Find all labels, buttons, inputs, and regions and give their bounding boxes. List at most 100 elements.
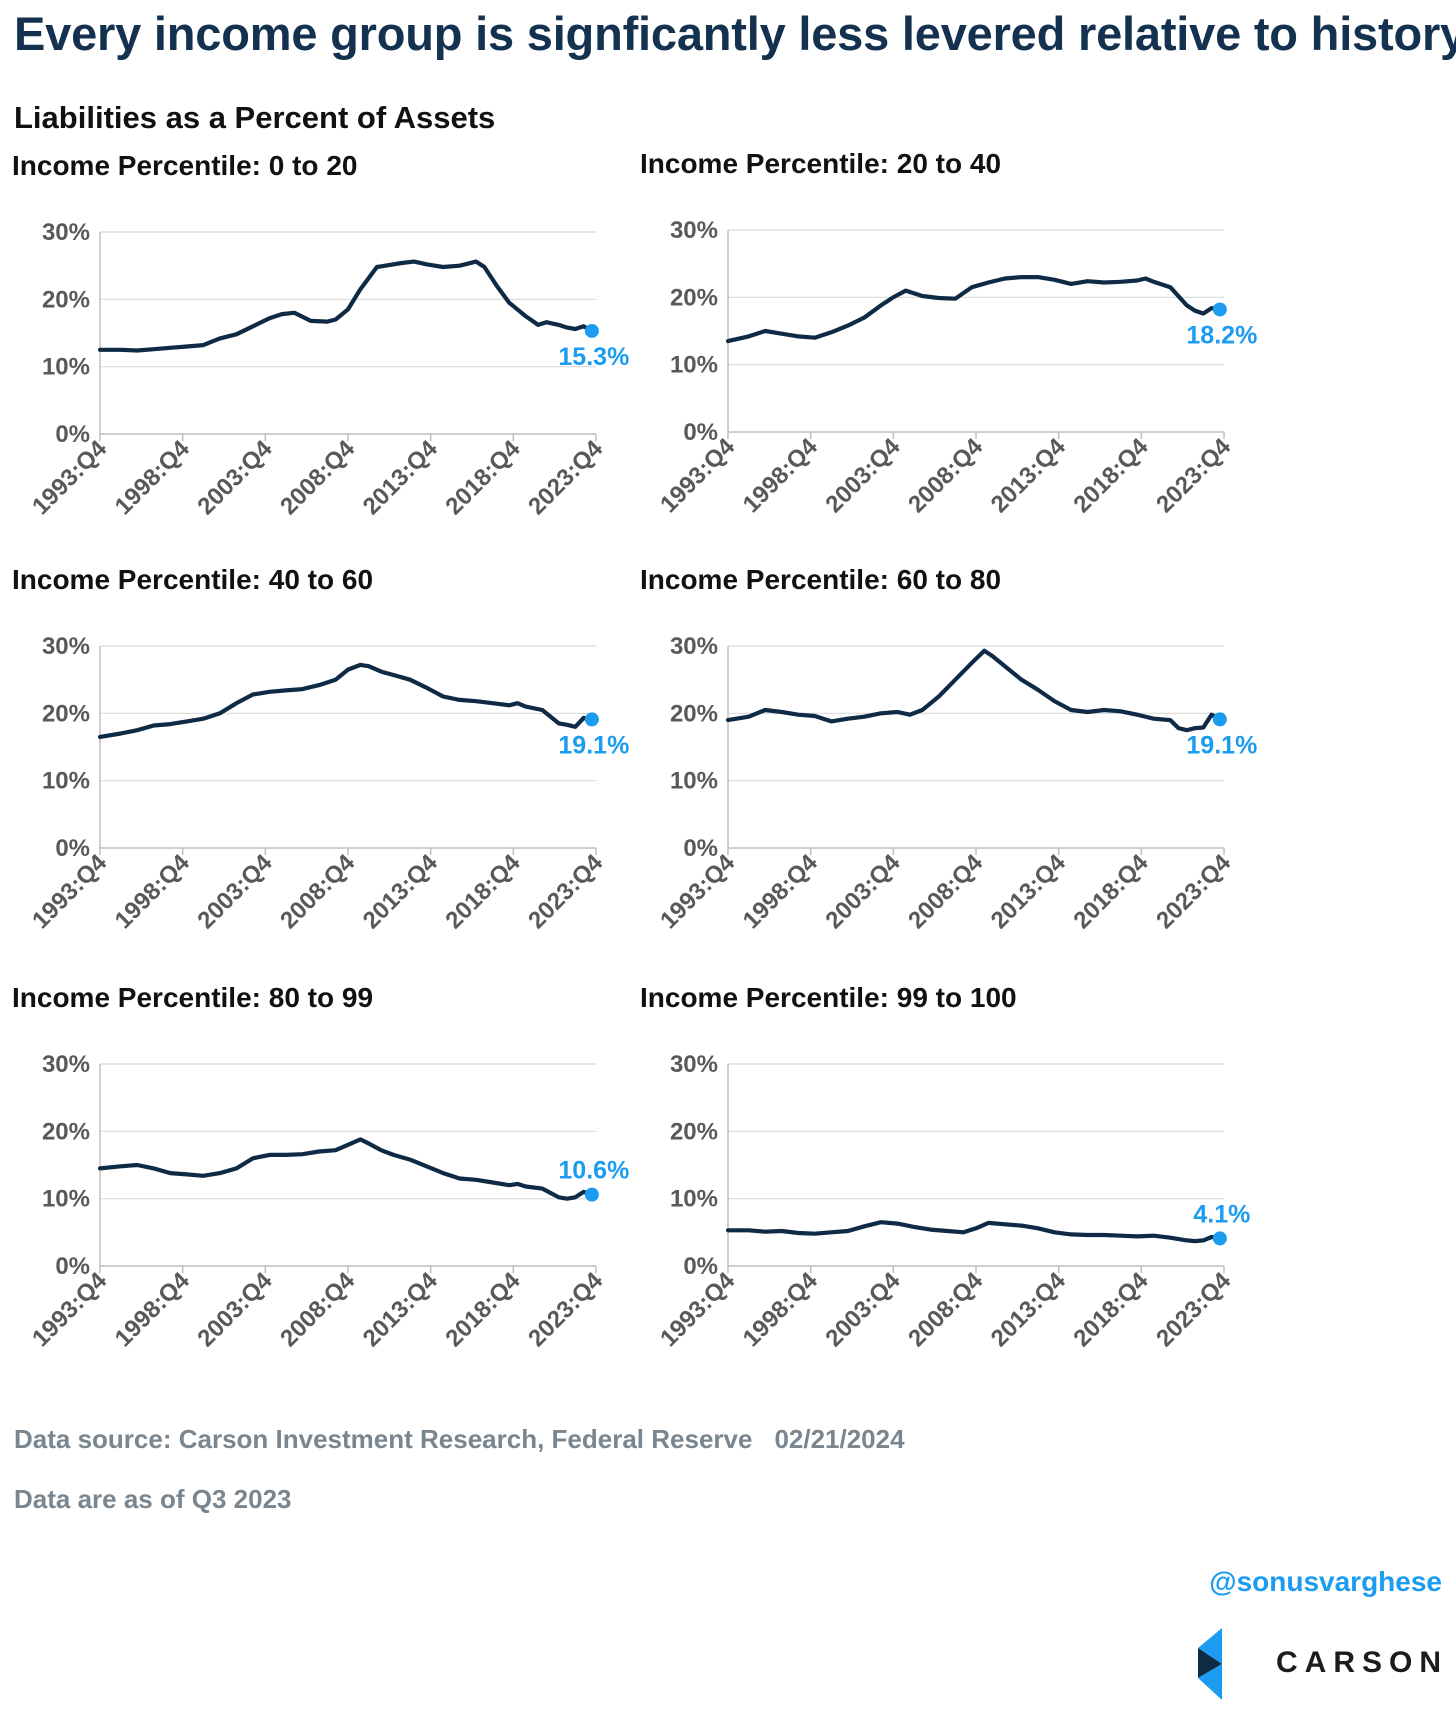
x-tick-label: 2018:Q4 <box>440 1267 526 1353</box>
last-value-label: 19.1% <box>558 731 629 759</box>
x-tick-label: 2018:Q4 <box>1068 433 1154 519</box>
chart-panel-20-40: Income Percentile: 20 to 40 0% 10% 20% 30% 1… <box>640 148 1340 578</box>
x-tick-label: 2013:Q4 <box>986 1267 1072 1353</box>
chart-title: Income Percentile: 0 to 20 <box>12 150 358 181</box>
line-chart: 0%10%20%30%1993:Q41998:Q42003:Q42008:Q42… <box>655 633 1257 935</box>
x-tick-label: 2018:Q4 <box>1068 1267 1154 1353</box>
chart-panel-40-60: Income Percentile: 40 to 60 0% 10% 20% 30% 1… <box>12 564 712 994</box>
carson-logo-icon <box>1198 1628 1222 1700</box>
last-value-marker <box>584 712 599 727</box>
x-tick-label: 2003:Q4 <box>820 1267 906 1353</box>
y-tick-label: 30% <box>42 219 90 246</box>
line-chart: 0%10%20%30%1993:Q41998:Q42003:Q42008:Q42… <box>27 219 629 521</box>
x-tick-label: 1998:Q4 <box>738 849 824 935</box>
author-handle[interactable]: @sonusvarghese <box>1209 1566 1442 1597</box>
chart-panel-0-20: Income Percentile: 0 to 20 0% 10% 20% 30% 19… <box>12 150 712 580</box>
chart-title: Income Percentile: 60 to 80 <box>640 564 1002 595</box>
series-line <box>725 1220 1223 1244</box>
x-tick-label: 2023:Q4 <box>523 435 609 521</box>
x-tick-label: 2003:Q4 <box>192 1267 278 1353</box>
y-tick-label: 20% <box>42 286 90 313</box>
last-value-label: 15.3% <box>558 343 629 371</box>
x-tick-label: 2013:Q4 <box>358 435 444 521</box>
y-tick-label: 20% <box>670 1118 718 1145</box>
y-tick-label: 30% <box>670 1051 718 1078</box>
last-value-label: 10.6% <box>558 1157 629 1185</box>
y-tick-label: 0% <box>683 419 718 446</box>
chart-panel-60-80: Income Percentile: 60 to 80 0% 10% 20% 30% 1… <box>640 564 1340 994</box>
y-tick-label: 10% <box>42 1186 90 1213</box>
x-tick-label: 2008:Q4 <box>903 1267 989 1353</box>
last-value-marker <box>1212 712 1227 727</box>
x-tick-label: 2023:Q4 <box>523 1267 609 1353</box>
data-source: Data source: Carson Investment Research,… <box>14 1424 905 1455</box>
y-tick-label: 20% <box>42 700 90 727</box>
y-tick-label: 0% <box>55 421 90 448</box>
x-tick-label: 2013:Q4 <box>986 849 1072 935</box>
x-tick-label: 2003:Q4 <box>192 435 278 521</box>
x-tick-label: 1998:Q4 <box>110 1267 196 1353</box>
x-tick-label: 2013:Q4 <box>358 1267 444 1353</box>
x-tick-label: 2008:Q4 <box>275 1267 361 1353</box>
series-line <box>97 1137 595 1201</box>
x-tick-label: 2003:Q4 <box>820 849 906 935</box>
chart-panel-99-100: Income Percentile: 99 to 100 0% 10% 20% 30%… <box>640 982 1340 1412</box>
y-tick-label: 0% <box>55 835 90 862</box>
last-value-marker <box>584 323 599 338</box>
x-tick-label: 2023:Q4 <box>1151 433 1237 519</box>
series-line <box>725 274 1223 344</box>
last-value-marker <box>1212 302 1227 317</box>
x-tick-label: 2008:Q4 <box>903 849 989 935</box>
last-value-label: 19.1% <box>1186 731 1257 759</box>
last-value-label: 4.1% <box>1193 1200 1250 1228</box>
x-tick-label: 2023:Q4 <box>1151 1267 1237 1353</box>
x-tick-label: 2018:Q4 <box>440 849 526 935</box>
x-tick-label: 2008:Q4 <box>275 849 361 935</box>
series-line <box>97 662 595 740</box>
last-value-label: 18.2% <box>1186 321 1257 349</box>
x-tick-label: 2003:Q4 <box>820 433 906 519</box>
y-tick-label: 20% <box>670 700 718 727</box>
x-tick-label: 1998:Q4 <box>738 433 824 519</box>
last-value-marker <box>1212 1231 1227 1246</box>
x-tick-label: 2013:Q4 <box>986 433 1072 519</box>
chart-title: Income Percentile: 20 to 40 <box>640 148 1002 179</box>
x-tick-label: 2008:Q4 <box>275 435 361 521</box>
x-tick-label: 2003:Q4 <box>192 849 278 935</box>
x-tick-label: 1998:Q4 <box>110 849 196 935</box>
page-subtitle: Liabilities as a Percent of Assets <box>14 100 496 135</box>
x-tick-label: 1998:Q4 <box>738 1267 824 1353</box>
y-tick-label: 0% <box>55 1253 90 1280</box>
carson-logo: CARSON <box>1198 1628 1448 1700</box>
y-tick-label: 10% <box>670 1186 718 1213</box>
line-chart: 0%10%20%30%1993:Q41998:Q42003:Q42008:Q42… <box>27 633 629 935</box>
x-tick-label: 2023:Q4 <box>1151 849 1237 935</box>
last-value-marker <box>584 1187 599 1202</box>
chart-title: Income Percentile: 80 to 99 <box>12 982 374 1013</box>
line-chart: 0%10%20%30%1993:Q41998:Q42003:Q42008:Q42… <box>655 1051 1250 1353</box>
y-tick-label: 20% <box>670 284 718 311</box>
y-tick-label: 10% <box>670 352 718 379</box>
y-tick-label: 0% <box>683 835 718 862</box>
x-tick-label: 2023:Q4 <box>523 849 609 935</box>
x-tick-label: 2008:Q4 <box>903 433 989 519</box>
publish-date: 02/21/2024 <box>774 1424 905 1454</box>
line-chart: 0%10%20%30%1993:Q41998:Q42003:Q42008:Q42… <box>655 217 1257 519</box>
series-line <box>97 259 595 353</box>
chart-title: Income Percentile: 99 to 100 <box>640 982 1017 1013</box>
y-tick-label: 20% <box>42 1118 90 1145</box>
y-tick-label: 10% <box>670 768 718 795</box>
carson-logo-text: CARSON <box>1276 1646 1449 1679</box>
x-tick-label: 1998:Q4 <box>110 435 196 521</box>
data-source-text: Data source: Carson Investment Research,… <box>14 1424 753 1454</box>
y-tick-label: 10% <box>42 768 90 795</box>
y-tick-label: 0% <box>683 1253 718 1280</box>
y-tick-label: 10% <box>42 354 90 381</box>
x-tick-label: 2018:Q4 <box>1068 849 1154 935</box>
data-as-of-note: Data are as of Q3 2023 <box>14 1484 292 1514</box>
line-chart: 0%10%20%30%1993:Q41998:Q42003:Q42008:Q42… <box>27 1051 629 1353</box>
y-tick-label: 30% <box>670 633 718 660</box>
x-tick-label: 2013:Q4 <box>358 849 444 935</box>
x-tick-label: 2018:Q4 <box>440 435 526 521</box>
chart-title: Income Percentile: 40 to 60 <box>12 564 374 595</box>
